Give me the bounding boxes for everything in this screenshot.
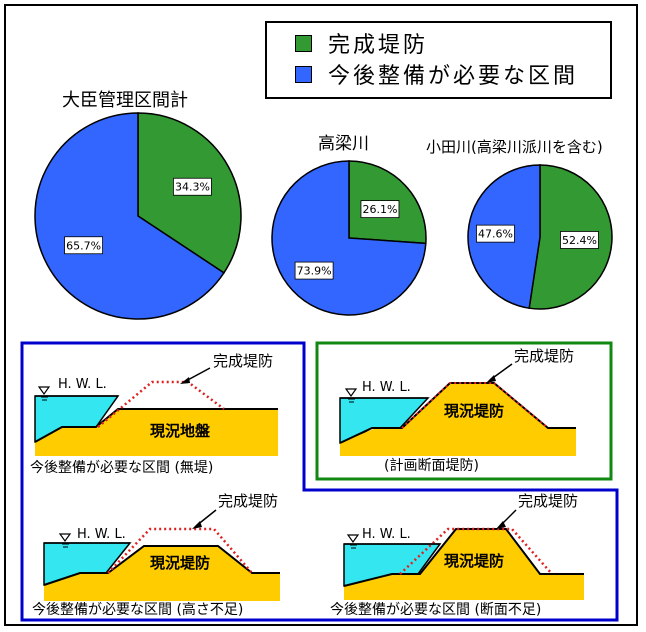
existing-levee bbox=[340, 383, 576, 456]
panel-no-levee: H. W. L. 完成堤防 現況地盤 今後整備が必要な区間 (無堤) bbox=[30, 352, 278, 476]
hwl-marker-icon bbox=[346, 534, 360, 544]
pie-oda-label-completed: 52.4% bbox=[560, 231, 599, 249]
pie-data-label-text: 47.6% bbox=[478, 228, 513, 241]
pie-charts: 34.3% 65.7% 26.1% 73.9% 52.4% 47.6% bbox=[34, 112, 613, 320]
figure-frame bbox=[4, 4, 638, 626]
hwl-label: H. W. L. bbox=[362, 380, 411, 395]
hwl-label: H. W. L. bbox=[58, 377, 107, 392]
panel-body-label: 現況地盤 bbox=[150, 422, 211, 440]
completed-section-frame bbox=[315, 341, 613, 481]
existing-ground bbox=[35, 409, 278, 456]
panel-body-label: 現況堤防 bbox=[444, 402, 504, 420]
pie-oda-label-needed: 47.6% bbox=[476, 224, 515, 243]
pie-data-label-text: 73.9% bbox=[297, 265, 332, 278]
pointer-arrowhead-icon bbox=[496, 521, 506, 529]
completed-levee-label: 完成堤防 bbox=[514, 347, 574, 365]
pointer-arrowhead-icon bbox=[192, 521, 202, 529]
pie-title-oda: 小田川(高梁川派川を含む) bbox=[426, 138, 603, 156]
legend-item-completed: 完成堤防 bbox=[295, 30, 429, 58]
legend: 完成堤防 今後整備が必要な区間 bbox=[265, 21, 612, 99]
legend-item-needed: 今後整備が必要な区間 bbox=[295, 61, 579, 89]
panel-caption: 今後整備が必要な区間 (無堤) bbox=[30, 460, 213, 476]
levee-outline bbox=[43, 545, 280, 586]
pie-data-label-text: 34.3% bbox=[175, 181, 210, 194]
completed-levee-label: 完成堤防 bbox=[518, 492, 578, 510]
pie-total-slice-needed bbox=[34, 112, 225, 320]
hwl-marker-icon bbox=[58, 533, 72, 543]
design-levee-line bbox=[97, 380, 225, 428]
needed-sections-frame bbox=[20, 341, 619, 622]
pie-data-label-text: 52.4% bbox=[562, 234, 597, 247]
pie-title-total: 大臣管理区間計 bbox=[62, 90, 188, 111]
pie-total-label-completed: 34.3% bbox=[173, 177, 212, 196]
panel-height-insufficient: H. W. L. 完成堤防 現況堤防 今後整備が必要な区間 (高さ不足) bbox=[32, 492, 280, 618]
hwl-marker-icon bbox=[344, 388, 358, 398]
pie-data-label-text: 26.1% bbox=[362, 203, 397, 216]
ground-line bbox=[34, 408, 278, 443]
legend-swatch-completed bbox=[295, 34, 312, 52]
completed-levee-label: 完成堤防 bbox=[218, 492, 278, 510]
panel-caption: 今後整備が必要な区間 (断面不足) bbox=[330, 602, 541, 618]
panel-caption: 今後整備が必要な区間 (高さ不足) bbox=[32, 601, 243, 618]
panel-caption: (計画断面堤防) bbox=[384, 458, 479, 474]
design-levee-line bbox=[107, 527, 253, 574]
legend-label-needed: 今後整備が必要な区間 bbox=[328, 64, 579, 89]
hwl-label: H. W. L. bbox=[362, 527, 411, 542]
pie-total-label-needed: 65.7% bbox=[64, 236, 103, 255]
pointer-arrowhead-icon bbox=[486, 375, 496, 383]
legend-swatch-needed bbox=[295, 65, 312, 83]
pie-title-takahashi: 高梁川 bbox=[318, 134, 369, 154]
hwl-label: H. W. L. bbox=[77, 527, 126, 542]
pointer-arrowhead-icon bbox=[180, 377, 190, 384]
panel-section-insufficient: H. W. L. 完成堤防 現況堤防 今後整備が必要な区間 (断面不足) bbox=[330, 492, 584, 618]
pie-takahashi-label-completed: 26.1% bbox=[360, 200, 400, 219]
panel-planned: H. W. L. 完成堤防 現況堤防 (計画断面堤防) bbox=[339, 347, 576, 474]
pie-takahashi-label-needed: 73.9% bbox=[294, 261, 334, 280]
levee-outline bbox=[343, 528, 584, 587]
hwl-marker-icon bbox=[37, 386, 51, 396]
panel-body-label: 現況堤防 bbox=[150, 554, 210, 572]
existing-levee bbox=[44, 546, 280, 601]
pie-data-label-text: 65.7% bbox=[66, 239, 101, 252]
completed-levee-label: 完成堤防 bbox=[213, 352, 273, 370]
legend-label-completed: 完成堤防 bbox=[328, 33, 429, 58]
existing-levee bbox=[344, 529, 584, 600]
panel-body-label: 現況堤防 bbox=[444, 552, 504, 570]
